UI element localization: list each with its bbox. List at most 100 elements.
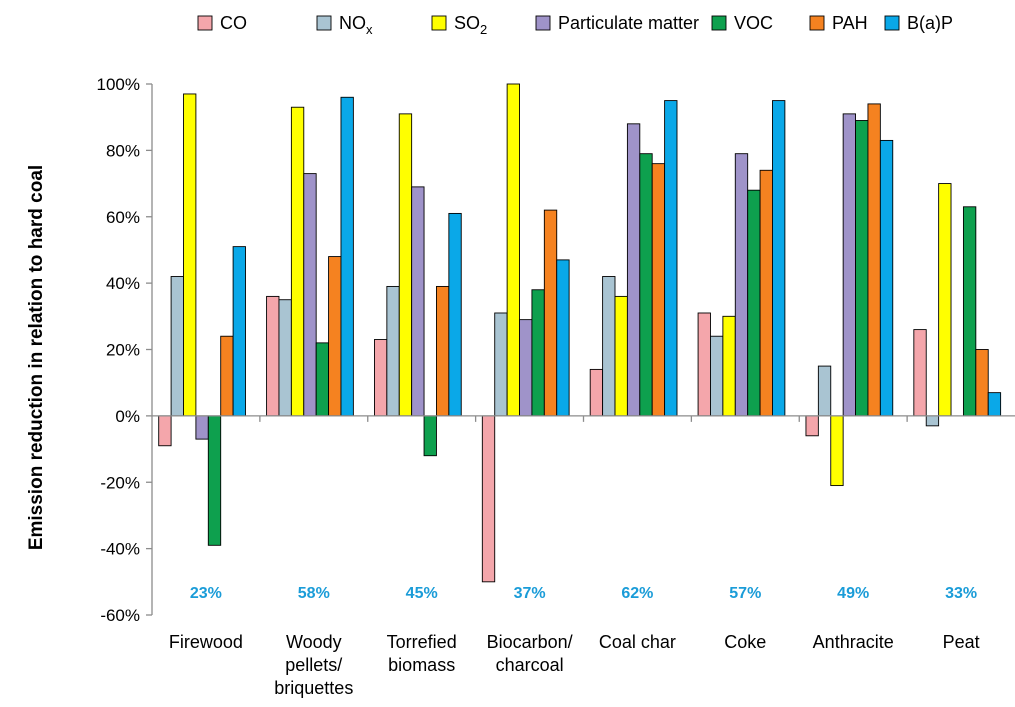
bar-co-2 [374,339,388,417]
legend-swatch [711,15,727,31]
x-tick-label: Coal char [599,632,676,652]
bar-nox-5 [710,335,724,417]
bar-particulate-matter-0 [195,415,209,440]
average-label: 49% [837,585,869,602]
bar-b-a-p-3 [556,259,570,417]
x-tick-label: Coke [724,632,766,652]
bar-co-0 [158,415,172,447]
bar-so2-3 [506,83,520,417]
bar-nox-4 [602,276,616,417]
legend-swatch [809,15,825,31]
bar-pah-6 [867,103,881,417]
bar-co-3 [481,415,496,583]
bar-b-a-p-1 [340,96,354,417]
bar-pah-0 [220,335,234,417]
y-tick-label: -60% [100,606,140,625]
legend-swatch [316,15,332,31]
bar-voc-2 [423,415,437,457]
bar-so2-6 [830,415,844,487]
bar-voc-4 [639,153,653,417]
bar-nox-6 [817,365,832,417]
legend-swatch [431,15,447,31]
x-tick-label: Woody pellets/briquettes [274,632,353,698]
legend-swatch [535,15,551,31]
y-tick-label: 20% [106,341,140,360]
bar-voc-6 [855,120,869,417]
legend-label: SO2 [454,13,487,37]
legend-swatch [884,15,900,31]
bar-voc-5 [747,189,761,417]
bar-nox-7 [925,415,940,427]
bar-voc-0 [207,415,222,546]
y-tick-label: 60% [106,208,140,227]
average-label: 37% [514,585,546,602]
x-axis: Firewood Woody pellets/briquettes Torrefied… [152,415,1015,698]
x-tick-label: Torrefied biomass [387,632,457,675]
y-tick-label: -40% [100,540,140,559]
bar-b-a-p-5 [772,100,786,417]
bar-co-6 [805,415,819,437]
bar-pah-5 [759,169,773,417]
legend-label: Particulate matter [558,13,699,33]
bar-b-a-p-6 [879,139,894,417]
x-tick-label: Peat [943,632,980,652]
bar-so2-0 [183,93,197,417]
bar-pah-1 [328,256,342,417]
y-axis: -60% -40% -20% 0% 20% 40% 60% 80% 100% [97,75,153,625]
bar-nox-0 [170,276,184,417]
bar-pah-7 [975,349,989,417]
bar-b-a-p-7 [987,392,1002,417]
x-tick-label: Biocarbon/charcoal [487,632,573,675]
legend: CO NOx SO2 Particulate matter VOC PAH B(a)P [197,13,953,37]
bars [158,83,1002,583]
average-label: 23% [190,585,222,602]
bar-nox-3 [494,312,508,417]
bar-nox-1 [278,299,292,417]
average-label: 58% [298,585,330,602]
average-label: 33% [945,585,977,602]
bar-so2-7 [938,183,952,417]
bar-pah-4 [651,163,666,417]
bar-co-1 [266,295,280,417]
bar-pah-3 [543,209,558,417]
bar-pah-2 [436,285,450,417]
bar-b-a-p-4 [664,100,678,417]
bar-particulate-matter-4 [626,123,641,417]
legend-label: VOC [734,13,773,33]
bar-co-5 [697,312,711,417]
y-tick-label: 100% [97,75,140,94]
bar-voc-7 [962,206,977,417]
legend-label: PAH [832,13,868,33]
legend-label: B(a)P [907,13,953,33]
average-label: 57% [729,585,761,602]
bar-particulate-matter-3 [519,319,533,417]
bar-so2-5 [722,315,736,417]
bar-so2-1 [290,106,305,417]
average-label: 62% [621,585,653,602]
legend-swatch [197,15,213,31]
y-tick-label: 40% [106,274,140,293]
bar-particulate-matter-2 [411,186,425,417]
bar-particulate-matter-6 [842,113,857,417]
bar-voc-3 [531,289,545,417]
legend-label: CO [220,13,247,33]
x-tick-label: Anthracite [813,632,894,652]
y-tick-label: 0% [115,407,140,426]
bar-co-4 [589,368,604,417]
y-axis-label: Emission reduction in relation to hard c… [26,165,47,550]
y-tick-label: -20% [100,473,140,492]
bar-so2-2 [398,113,413,417]
bar-voc-1 [315,342,330,417]
bar-particulate-matter-5 [734,153,749,417]
x-tick-label: Firewood [169,632,243,652]
legend-label: NOx [339,13,373,37]
bar-co-7 [913,329,927,417]
bar-b-a-p-2 [448,212,462,417]
average-label: 45% [406,585,438,602]
average-labels: 23% 58% 45% 37% 62% 57% 49% 33% [190,585,977,602]
bar-particulate-matter-1 [303,173,317,417]
bar-nox-2 [386,285,400,417]
y-tick-label: 80% [106,141,140,160]
bar-so2-4 [614,295,628,417]
